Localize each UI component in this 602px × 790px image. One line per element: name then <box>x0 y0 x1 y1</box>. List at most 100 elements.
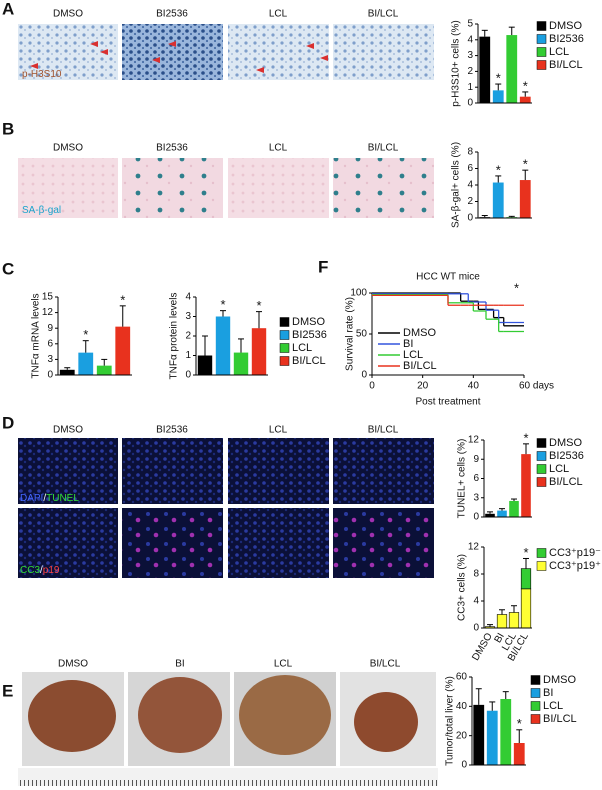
significance: * <box>514 280 519 295</box>
panel-letter: D <box>2 413 14 432</box>
significance: * <box>220 297 225 312</box>
y-axis-label: Survival rate (%) <box>345 297 356 371</box>
legend-label: LCL <box>543 700 563 712</box>
micrograph <box>333 438 434 504</box>
y-tick-label: 3 <box>185 311 191 322</box>
y-tick-label: 0 <box>467 213 473 224</box>
y-tick-label: 3 <box>473 492 479 503</box>
significance: * <box>517 716 522 731</box>
image-label: BI2536 <box>156 143 188 154</box>
bar <box>519 96 531 103</box>
bar <box>78 352 94 375</box>
panel-letter: A <box>2 0 14 18</box>
legend-label: BI/LCL <box>292 355 326 367</box>
image-label: BI2536 <box>156 9 188 20</box>
panel-letter: E <box>2 681 13 700</box>
y-axis-label: SA-β-gal+ cells (%) <box>451 142 462 228</box>
legend-label: BI/LCL <box>543 713 577 725</box>
micrograph <box>228 508 329 578</box>
legend-swatch <box>536 47 547 57</box>
legend-swatch <box>536 21 547 31</box>
bar <box>233 352 249 375</box>
bar <box>497 510 507 517</box>
image-label: LCL <box>269 425 288 436</box>
x-tick-label: 20 <box>417 381 429 392</box>
micrograph <box>333 24 434 80</box>
y-tick-label: 2 <box>185 331 191 342</box>
legend-label: LCL <box>549 463 569 475</box>
image-label: BI/LCL <box>368 143 399 154</box>
legend-swatch <box>530 688 541 698</box>
significance: * <box>120 292 125 307</box>
image-label: DMSO <box>53 425 83 436</box>
significance: * <box>83 327 88 342</box>
stain-label-part: / <box>40 565 43 576</box>
y-tick-label: 40 <box>456 701 468 712</box>
stain-label-part: p19 <box>43 565 60 576</box>
legend-swatch <box>530 675 541 685</box>
legend-swatch <box>536 464 547 474</box>
y-tick-label: 9 <box>47 323 53 334</box>
image-label: DMSO <box>53 143 83 154</box>
significance: * <box>523 78 528 93</box>
y-axis-label: Tumor/total liver (%) <box>445 676 456 766</box>
image-label: LCL <box>274 659 293 670</box>
image-label: DMSO <box>53 9 83 20</box>
bar <box>96 365 112 375</box>
y-tick-label: 9 <box>473 454 479 465</box>
image-label: BI2536 <box>156 425 188 436</box>
bar <box>492 182 504 218</box>
legend-label: BI2536 <box>549 450 584 462</box>
y-tick-label: 4 <box>473 596 479 607</box>
micrograph <box>18 438 118 504</box>
micrograph <box>18 158 118 218</box>
legend-label: LCL <box>403 349 423 361</box>
bar-segment <box>508 612 520 629</box>
legend-swatch <box>536 451 547 461</box>
x-tick-label: 60 days <box>519 381 554 392</box>
stain-label-part: / <box>43 493 46 504</box>
bar <box>500 699 512 765</box>
legend-swatch <box>279 356 290 366</box>
bar <box>485 513 495 517</box>
stain-label-part: DAPI <box>20 493 43 504</box>
y-axis-label: TNFα mRNA levels <box>31 293 42 378</box>
legend-swatch <box>279 330 290 340</box>
y-axis-label: CC3+ cells (%) <box>457 554 468 621</box>
image-label: LCL <box>269 9 288 20</box>
micrograph <box>122 158 223 218</box>
bar-segment <box>496 614 508 629</box>
legend-label: DMSO <box>543 674 576 686</box>
bar <box>59 369 75 375</box>
y-tick-label: 2 <box>467 66 473 77</box>
significance: * <box>523 430 528 445</box>
y-axis-label: TNFα protein levels <box>169 293 180 380</box>
legend-label: BI2536 <box>549 33 584 45</box>
bar <box>215 316 231 375</box>
significance: * <box>496 162 501 177</box>
legend-swatch <box>536 60 547 70</box>
bar <box>251 328 267 375</box>
micrograph <box>18 508 118 578</box>
chart-title: HCC WT mice <box>416 272 480 283</box>
image-label: BI <box>175 659 184 670</box>
legend-label: BI/LCL <box>549 59 583 71</box>
legend-swatch <box>279 343 290 353</box>
legend-label: DMSO <box>292 316 325 328</box>
panel-letter: B <box>2 119 14 138</box>
stain-label: SA-β-gal <box>22 205 61 216</box>
x-tick-label: 40 <box>468 381 480 392</box>
image-label: DMSO <box>58 659 88 670</box>
y-tick-label: 2 <box>467 196 473 207</box>
y-tick-label: 0 <box>467 98 473 109</box>
stain-label-part: p-H3S10 <box>22 69 62 80</box>
bar <box>492 90 504 103</box>
micrograph <box>228 438 329 504</box>
bar <box>479 36 491 103</box>
y-tick-label: 0 <box>473 512 479 523</box>
legend-label: BI <box>403 338 413 350</box>
bar <box>486 710 498 765</box>
y-tick-label: 0 <box>185 370 191 381</box>
legend-swatch <box>536 34 547 44</box>
